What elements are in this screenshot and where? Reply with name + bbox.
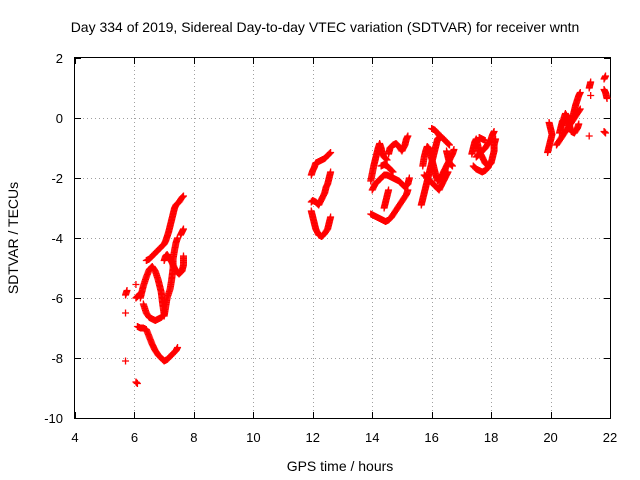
x-tick-label: 20 bbox=[543, 430, 557, 445]
x-tick-label: 14 bbox=[365, 430, 379, 445]
y-tick-label: -4 bbox=[51, 231, 63, 246]
data-point bbox=[388, 167, 396, 175]
data-point bbox=[481, 137, 489, 144]
data-point bbox=[447, 161, 455, 168]
data-point bbox=[122, 309, 130, 317]
x-tick-label: 6 bbox=[131, 430, 138, 445]
y-tick-label: -10 bbox=[44, 411, 63, 426]
y-tick-label: 2 bbox=[56, 51, 63, 66]
data-point bbox=[576, 89, 584, 96]
data-point bbox=[179, 252, 187, 260]
data-point bbox=[576, 106, 584, 114]
x-tick-label: 4 bbox=[71, 430, 78, 445]
data-point bbox=[382, 155, 390, 162]
data-point bbox=[325, 150, 333, 158]
x-tick-label: 16 bbox=[424, 430, 438, 445]
y-tick-label: -2 bbox=[51, 171, 63, 186]
data-point bbox=[575, 120, 583, 128]
data-point bbox=[576, 105, 584, 113]
data-point bbox=[587, 92, 595, 99]
x-tick-label: 12 bbox=[306, 430, 320, 445]
data-point bbox=[179, 192, 187, 200]
data-point bbox=[405, 174, 413, 182]
data-point bbox=[603, 95, 611, 102]
data-point bbox=[388, 167, 396, 174]
plot-frame bbox=[74, 57, 611, 419]
data-point bbox=[404, 132, 412, 140]
data-point bbox=[133, 379, 141, 387]
data-point bbox=[122, 357, 130, 365]
data-point bbox=[444, 140, 452, 147]
data-point bbox=[437, 134, 445, 141]
x-tick-label: 22 bbox=[603, 430, 617, 445]
data-point bbox=[602, 129, 610, 137]
data-point bbox=[448, 162, 456, 170]
data-point bbox=[383, 156, 391, 164]
data-point bbox=[132, 281, 140, 288]
x-tick-label: 8 bbox=[190, 430, 197, 445]
data-point bbox=[327, 168, 335, 176]
data-point bbox=[490, 128, 498, 135]
data-point bbox=[600, 128, 608, 135]
data-points bbox=[122, 72, 611, 387]
x-tick-labels: 4 6 8 10 12 14 16 18 20 22 bbox=[71, 430, 617, 445]
data-point bbox=[445, 140, 453, 148]
data-point bbox=[179, 225, 187, 233]
data-point bbox=[123, 287, 131, 294]
y-tick-label: -8 bbox=[51, 351, 63, 366]
data-point bbox=[327, 213, 335, 221]
data-point bbox=[327, 149, 335, 156]
data-point bbox=[446, 141, 453, 149]
data-point bbox=[448, 161, 456, 169]
grid bbox=[75, 58, 610, 418]
y-tick-labels: -10 -8 -6 -4 -2 0 2 bbox=[44, 51, 63, 426]
data-point bbox=[450, 146, 458, 153]
axis-ticks bbox=[75, 58, 611, 419]
y-tick-label: 0 bbox=[56, 111, 63, 126]
data-point bbox=[486, 159, 494, 167]
data-point bbox=[178, 194, 186, 201]
x-tick-label: 10 bbox=[246, 430, 260, 445]
data-point bbox=[382, 155, 390, 163]
data-point bbox=[174, 344, 182, 351]
data-point bbox=[326, 149, 334, 157]
data-point bbox=[545, 119, 553, 126]
chart-title: Day 334 of 2019, Sidereal Day-to-day VTE… bbox=[71, 19, 580, 35]
y-tick-label: -6 bbox=[51, 291, 63, 306]
data-point bbox=[587, 78, 595, 86]
x-axis-label: GPS time / hours bbox=[287, 458, 394, 474]
data-point bbox=[601, 128, 609, 136]
y-axis-label: SDTVAR / TECUs bbox=[5, 182, 21, 294]
data-point bbox=[132, 378, 140, 386]
data-point bbox=[585, 132, 593, 140]
data-point bbox=[179, 193, 187, 201]
x-tick-label: 18 bbox=[484, 430, 498, 445]
data-point bbox=[602, 72, 610, 80]
data-point bbox=[389, 168, 397, 176]
data-point bbox=[139, 300, 147, 308]
data-point bbox=[385, 186, 393, 194]
data-point bbox=[436, 132, 444, 140]
data-point bbox=[444, 168, 452, 176]
data-point bbox=[133, 380, 141, 387]
